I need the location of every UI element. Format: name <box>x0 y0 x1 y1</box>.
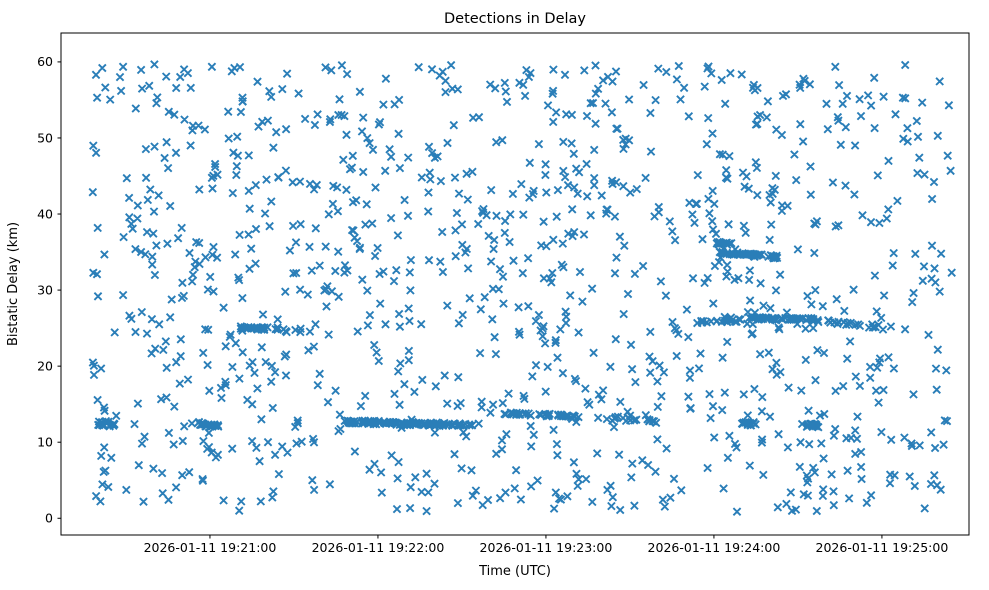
x-tick-label: 2026-01-11 19:23:00 <box>480 540 613 555</box>
x-tick-label: 2026-01-11 19:24:00 <box>648 540 781 555</box>
x-axis-label: Time (UTC) <box>478 564 551 579</box>
x-tick-label: 2026-01-11 19:22:00 <box>312 540 445 555</box>
x-ticks: 2026-01-11 19:21:00 2026-01-11 19:22:00 20… <box>144 535 949 555</box>
y-axis-label: Bistatic Delay (km) <box>6 222 21 346</box>
chart-title: Detections in Delay <box>444 11 586 27</box>
markers-layer <box>88 60 956 516</box>
x-tick-label: 2026-01-11 19:25:00 <box>816 540 949 555</box>
y-tick-label: 60 <box>37 54 53 69</box>
plot-area <box>60 32 970 536</box>
detection-markers <box>88 60 956 516</box>
y-tick-label: 40 <box>37 206 53 221</box>
y-tick-label: 20 <box>37 358 53 373</box>
y-ticks: 0 10 20 30 40 50 60 <box>37 54 61 526</box>
x-tick-label: 2026-01-11 19:21:00 <box>144 540 277 555</box>
y-tick-label: 0 <box>45 511 53 526</box>
y-tick-label: 30 <box>37 282 53 297</box>
y-tick-label: 50 <box>37 130 53 145</box>
y-tick-label: 10 <box>37 435 53 450</box>
